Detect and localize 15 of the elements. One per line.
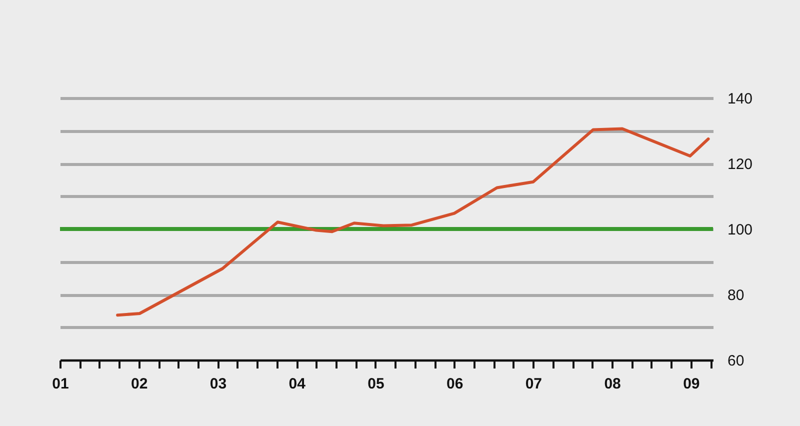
x-tick-label: 06 (446, 376, 464, 392)
line-series (116, 127, 710, 317)
y-tick-label: 100 (728, 222, 753, 238)
x-tick-label: 05 (368, 376, 384, 392)
y-tick-label: 80 (728, 287, 744, 304)
x-tick-label: 07 (525, 376, 542, 392)
y-tick-label: 140 (728, 90, 753, 108)
x-tick-label: 01 (52, 376, 69, 392)
x-tick-label: 02 (131, 376, 148, 392)
x-tick-label: 04 (288, 376, 306, 392)
y-tick-label: 60 (728, 352, 744, 370)
x-tick-label: 08 (604, 376, 621, 392)
y-tick-label: 120 (728, 156, 753, 173)
x-tick-label: 03 (210, 376, 227, 392)
x-tick-label: 09 (683, 376, 700, 392)
